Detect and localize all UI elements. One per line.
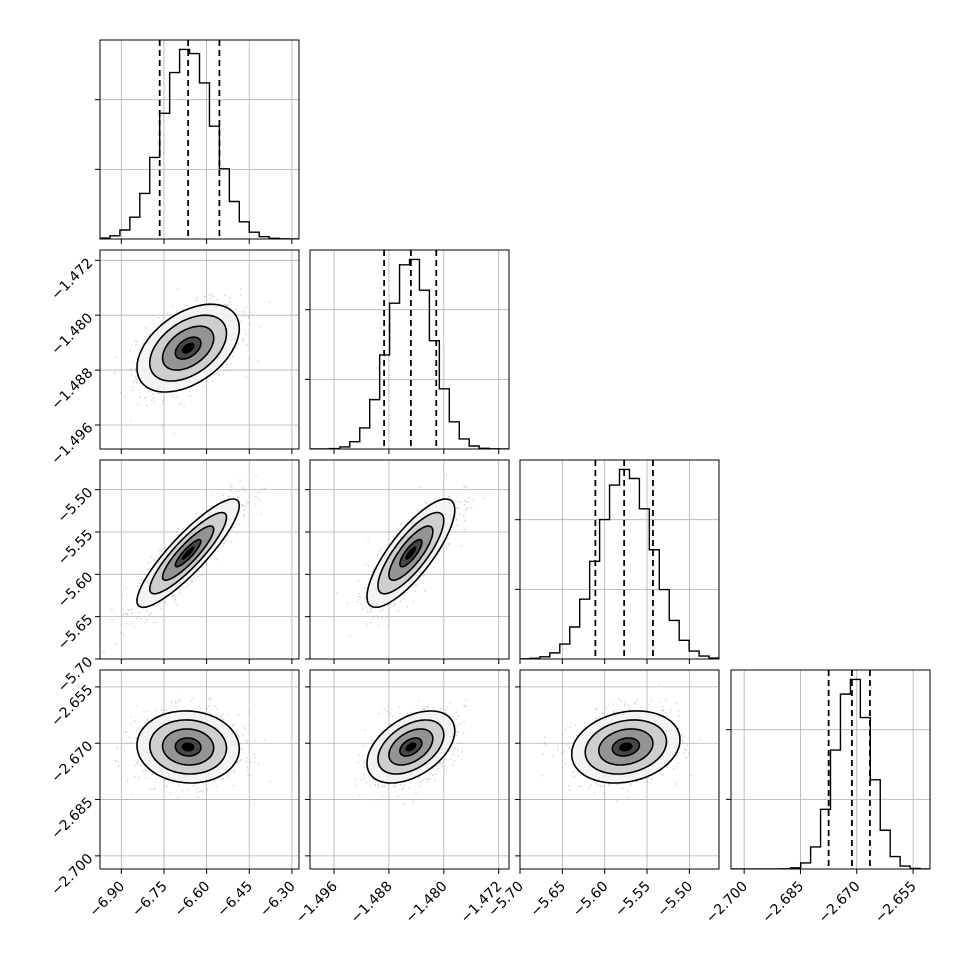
contour-line-2 <box>149 511 228 595</box>
contour-line-0 <box>611 737 641 757</box>
xtick-label-1-1: −1.488 <box>348 879 396 927</box>
ytick-label-1-2: −1.480 <box>48 310 96 358</box>
panel-content-1-1 <box>310 250 509 449</box>
panel-1-0: −1.496 −1.488 −1.480 −1.472 <box>48 249 300 468</box>
panel-frame <box>519 459 720 660</box>
ytick-label-2-1: −5.65 <box>55 612 97 654</box>
contour-line-3 <box>366 498 456 609</box>
contour-line-3 <box>136 710 241 784</box>
density-core <box>181 546 195 560</box>
xtick-label-0-4: −6.30 <box>257 879 299 921</box>
ytick-label-1-3: −1.472 <box>48 255 96 303</box>
histogram-step <box>100 48 299 239</box>
contour-line-1 <box>388 728 434 766</box>
histogram-step <box>310 258 509 449</box>
contour-line-1 <box>161 525 215 581</box>
xtick-label-1-2: −1.480 <box>403 879 451 927</box>
ytick-label-2-4: −5.50 <box>55 485 97 527</box>
contour-line-0 <box>174 336 202 360</box>
panel-content-3-2 <box>520 670 719 869</box>
ytick-label-1-0: −1.496 <box>48 420 96 468</box>
xtick-label-1-0: −1.496 <box>293 878 341 926</box>
ytick-label-2-3: −5.55 <box>55 527 97 569</box>
panel-content-1-0 <box>100 250 299 449</box>
contour-line-1 <box>161 728 215 766</box>
ytick-label-2-2: −5.60 <box>55 569 97 611</box>
contour-line-0 <box>174 737 202 757</box>
histogram-step <box>520 468 719 659</box>
panel-frame <box>519 669 720 870</box>
panel-3-2: −5.70 −5.65 −5.60 −5.55 −5.50 <box>485 669 720 921</box>
histogram-step <box>731 678 930 869</box>
contour-line-2 <box>377 511 445 595</box>
contour-line-3 <box>570 710 681 784</box>
xtick-label-0-3: −6.45 <box>214 879 256 921</box>
xtick-label-0-1: −6.75 <box>129 879 171 921</box>
panel-frame <box>309 669 510 870</box>
density-core <box>181 342 195 354</box>
panel-content-0-0 <box>100 40 299 239</box>
xtick-label-3-3: −2.655 <box>872 879 920 927</box>
xtick-label-2-2: −5.60 <box>570 879 612 921</box>
panel-frame <box>99 669 300 870</box>
contour-line-1 <box>388 525 434 581</box>
contour-line-3 <box>136 303 241 393</box>
contour-line-0 <box>174 538 202 568</box>
xtick-label-0-0: −6.90 <box>86 879 128 921</box>
density-core <box>405 546 417 560</box>
xtick-label-0-2: −6.60 <box>172 879 214 921</box>
panel-2-2 <box>515 459 720 664</box>
contour-line-3 <box>366 710 456 784</box>
density-core <box>181 742 195 752</box>
contour-line-2 <box>149 314 228 382</box>
panel-frame <box>99 39 300 240</box>
contour-line-1 <box>597 728 654 766</box>
panel-content-3-1 <box>310 670 509 869</box>
ytick-label-3-0: −2.700 <box>48 851 96 899</box>
contour-line-0 <box>399 737 423 757</box>
ytick-label-3-2: −2.670 <box>48 738 96 786</box>
xtick-label-2-4: −5.50 <box>655 879 697 921</box>
panel-content-2-2 <box>520 460 719 659</box>
xtick-label-3-0: −2.700 <box>703 879 751 927</box>
xtick-label-2-3: −5.55 <box>612 879 654 921</box>
xtick-label-3-2: −2.670 <box>816 879 864 927</box>
panel-frame <box>309 459 510 660</box>
contour-line-2 <box>377 719 445 775</box>
panel-frame <box>309 249 510 450</box>
xtick-label-3-1: −2.685 <box>759 879 807 927</box>
contour-line-2 <box>148 719 228 775</box>
panel-content-2-0 <box>100 460 299 659</box>
panel-2-0: −5.70−5.65−5.60−5.55−5.50 <box>55 459 300 696</box>
panel-frame <box>99 459 300 660</box>
panel-3-3: −2.700 −2.685 −2.670 −2.655 <box>703 669 931 927</box>
panel-2-1 <box>305 459 510 664</box>
xtick-label-2-1: −5.65 <box>528 879 570 921</box>
panel-3-0: −2.700−2.685−2.670−2.655−6.90 −6.75 −6.60−… <box>48 669 300 921</box>
panel-frame <box>99 249 300 450</box>
density-core <box>619 742 633 752</box>
panel-1-1 <box>305 249 510 454</box>
panel-content-3-3 <box>731 670 930 869</box>
contour-line-0 <box>399 538 423 568</box>
contour-line-1 <box>161 325 215 371</box>
ytick-label-3-1: −2.685 <box>48 795 96 843</box>
contour-line-2 <box>584 719 668 775</box>
ytick-label-1-1: −1.488 <box>48 365 96 413</box>
panel-frame <box>730 669 931 870</box>
panel-3-1: −1.496 −1.488 −1.480 −1.472 <box>293 669 510 927</box>
panel-content-3-0 <box>100 670 299 869</box>
panel-0-0 <box>95 39 300 244</box>
panel-content-2-1 <box>310 460 509 659</box>
density-core <box>405 742 417 752</box>
contour-line-3 <box>136 498 240 609</box>
